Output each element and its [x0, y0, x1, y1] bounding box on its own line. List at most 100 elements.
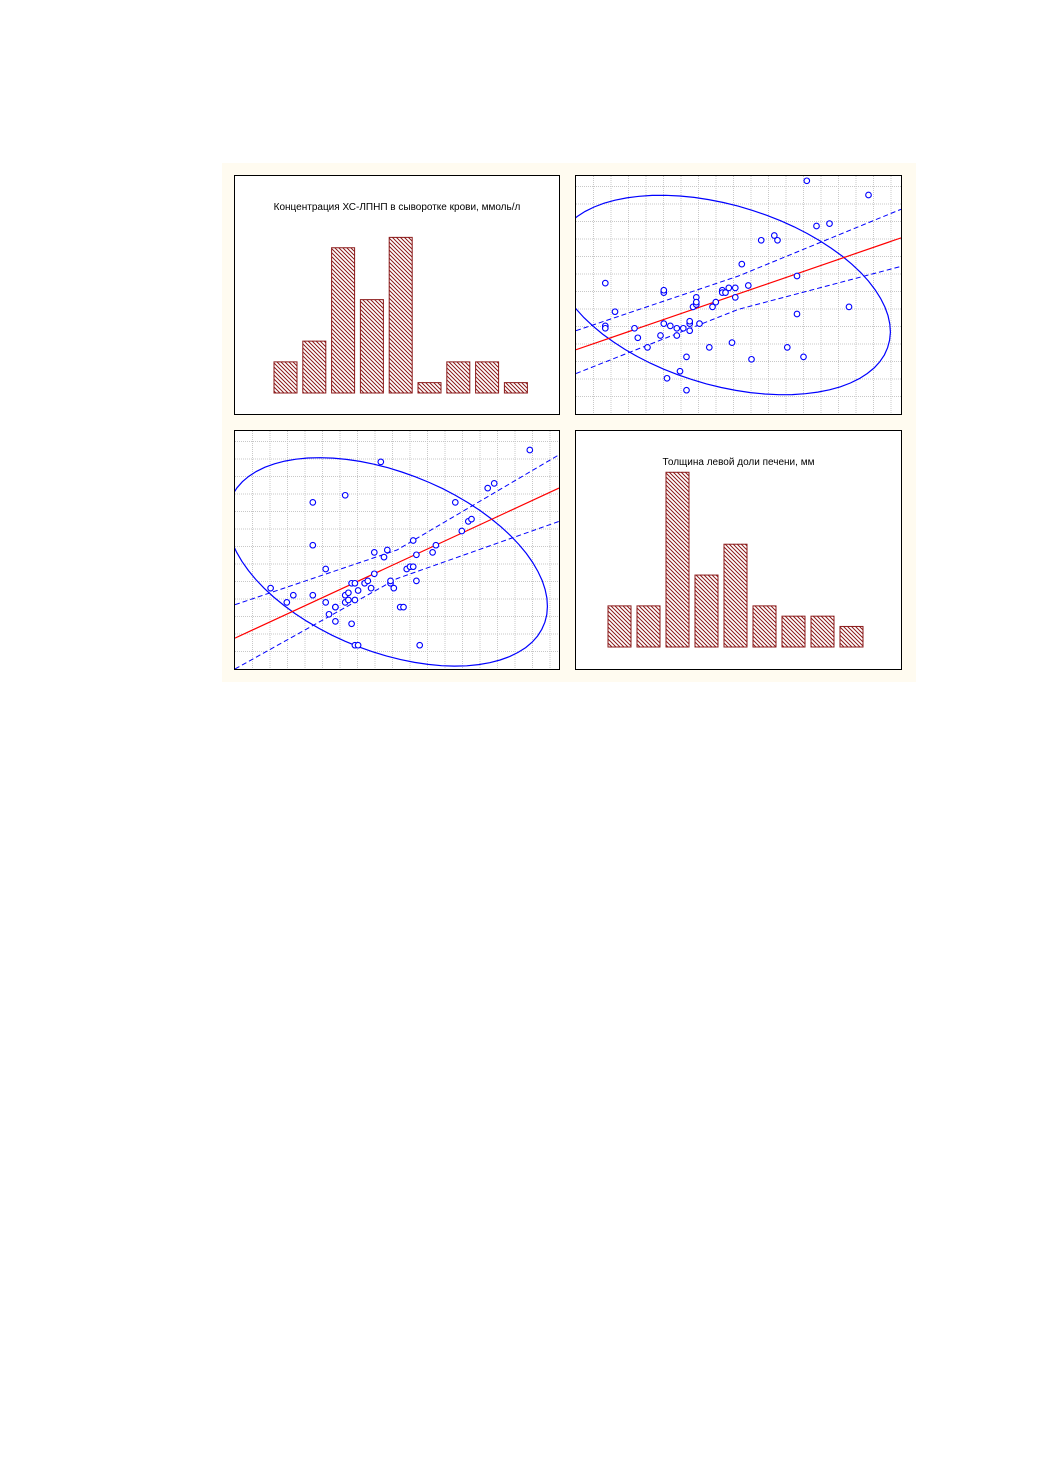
histogram-liver-panel: Толщина левой доли печени, мм	[575, 430, 902, 670]
data-point	[774, 236, 781, 244]
data-point	[413, 577, 420, 585]
histogram-ldl-title: Концентрация ХС-ЛПНП в сыворотке крови, …	[273, 202, 521, 213]
data-point	[351, 579, 359, 587]
data-point	[432, 541, 440, 549]
confidence-ellipse	[576, 194, 892, 396]
data-point	[712, 298, 720, 306]
data-point	[354, 641, 362, 649]
histogram-ldl-plot	[273, 236, 528, 394]
data-point	[676, 367, 684, 375]
data-point	[348, 620, 355, 628]
data-point	[409, 563, 417, 571]
data-point	[289, 591, 297, 599]
bar-3	[331, 247, 356, 394]
data-point	[370, 549, 378, 556]
data-point	[673, 332, 681, 339]
data-point	[800, 353, 807, 361]
plot-area	[576, 176, 901, 414]
data-point	[341, 491, 349, 499]
bar-2	[302, 340, 327, 394]
histogram-liver-title: Толщина левой доли печени, мм	[662, 457, 815, 468]
data-point	[390, 584, 398, 592]
data-point	[267, 584, 274, 592]
data-point	[657, 332, 664, 339]
data-point	[748, 355, 755, 363]
data-point	[709, 303, 716, 311]
data-point	[686, 327, 694, 335]
data-point	[387, 577, 394, 585]
bar-5	[388, 236, 413, 394]
bar-7	[781, 615, 806, 648]
data-point	[692, 298, 700, 306]
data-point	[679, 324, 687, 332]
data-point	[400, 603, 407, 611]
data-point	[325, 610, 333, 618]
regression-line	[235, 487, 559, 639]
bar-5	[723, 543, 748, 648]
data-point	[354, 587, 362, 594]
data-point	[813, 222, 820, 230]
data-point	[364, 577, 372, 585]
data-point	[683, 353, 690, 361]
bar-2	[636, 605, 661, 648]
bar-6	[417, 382, 442, 394]
scatter-top-right-panel	[575, 175, 902, 415]
data-point	[367, 584, 375, 592]
confidence-band-lower	[576, 265, 901, 374]
data-point	[601, 279, 609, 287]
data-point	[429, 549, 436, 556]
data-point	[644, 344, 651, 351]
bar-6	[752, 605, 777, 648]
confidence-band-upper	[576, 208, 901, 332]
scatter-bottom-left-plot	[235, 431, 559, 669]
confidence-ellipse	[235, 457, 549, 667]
data-point	[309, 591, 317, 599]
data-point	[845, 303, 853, 311]
bar-9	[839, 625, 864, 648]
data-point	[413, 551, 420, 559]
data-point	[631, 324, 638, 332]
data-point	[705, 344, 713, 351]
bar-8	[810, 615, 835, 648]
data-point	[722, 289, 729, 296]
data-point	[416, 641, 424, 649]
data-point	[666, 322, 674, 330]
data-point	[865, 191, 872, 199]
scatter-bottom-left-panel	[234, 430, 560, 670]
data-point	[451, 499, 459, 506]
data-point	[383, 546, 391, 554]
data-point	[309, 541, 317, 549]
scatterplot-matrix: Концентрация ХС-ЛПНП в сыворотке крови, …	[222, 163, 916, 682]
bar-8	[475, 361, 500, 394]
plot-area	[235, 431, 559, 669]
data-point	[770, 232, 778, 239]
data-point	[793, 310, 801, 318]
bar-1	[273, 361, 298, 394]
data-point	[370, 570, 378, 578]
data-point	[783, 344, 791, 351]
histogram-ldl-panel: Концентрация ХС-ЛПНП в сыворотке крови, …	[234, 175, 560, 415]
data-point	[458, 527, 466, 535]
bar-1	[607, 605, 632, 648]
data-point	[490, 480, 498, 487]
data-point	[345, 589, 352, 597]
bar-3	[665, 471, 690, 648]
data-point	[673, 324, 681, 332]
data-point	[793, 272, 801, 280]
data-point	[696, 320, 703, 327]
data-point	[332, 603, 339, 611]
data-point	[660, 286, 668, 294]
data-point	[322, 599, 330, 606]
data-point	[728, 339, 736, 346]
data-point	[484, 484, 492, 492]
data-point	[731, 284, 739, 292]
data-point	[611, 308, 619, 316]
data-point	[683, 386, 690, 394]
data-point	[468, 515, 475, 523]
data-point	[826, 220, 833, 227]
data-point	[660, 320, 668, 327]
data-point	[686, 317, 694, 325]
confidence-band-lower	[235, 520, 559, 669]
data-point	[601, 324, 609, 332]
data-point	[332, 618, 339, 625]
